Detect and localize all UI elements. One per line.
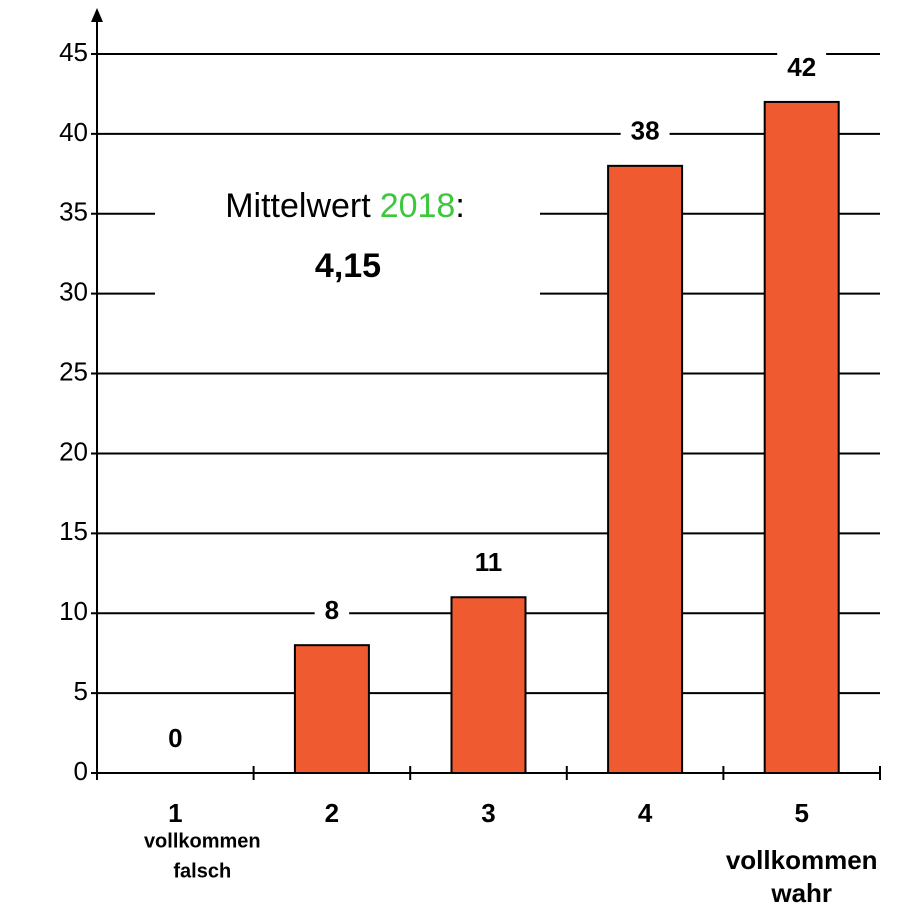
y-tick-label: 5	[74, 676, 88, 706]
value-label-background	[314, 595, 350, 626]
category-note: vollkommen	[726, 845, 878, 875]
annotation-text: Mittelwert 2018:	[225, 187, 465, 225]
value-label: 38	[631, 116, 660, 146]
category-note: wahr	[770, 878, 832, 908]
annotation-year: 2018	[380, 187, 456, 225]
y-tick-label: 25	[59, 356, 88, 386]
y-tick-label: 30	[59, 277, 88, 307]
category-note: vollkommen	[144, 830, 261, 852]
x-tick-label: 4	[638, 798, 653, 828]
value-label: 8	[325, 595, 339, 625]
value-label-background	[158, 722, 193, 753]
annotation-colon: :	[455, 187, 464, 225]
bar	[293, 644, 370, 775]
annotation-value: 4,15	[315, 247, 381, 285]
y-tick-label: 10	[59, 596, 88, 626]
value-label-background	[620, 115, 670, 146]
y-tick-label: 0	[74, 756, 88, 786]
annotation-label: Mittelwert	[225, 187, 371, 225]
y-axis-arrow	[91, 8, 103, 22]
y-tick-label: 20	[59, 436, 88, 466]
value-label: 0	[168, 723, 182, 753]
value-label-background	[464, 547, 513, 578]
annotation-background	[155, 178, 540, 296]
bar	[450, 596, 527, 774]
y-tick-label: 15	[59, 516, 88, 546]
x-tick-label: 5	[794, 798, 808, 828]
x-tick-label: 3	[481, 798, 495, 828]
x-tick-label: 1	[168, 798, 182, 828]
value-label: 42	[787, 52, 816, 82]
category-note: falsch	[173, 860, 231, 882]
value-label: 11	[475, 547, 503, 577]
y-tick-label: 40	[59, 117, 88, 147]
bar	[607, 164, 684, 775]
y-tick-label: 35	[59, 197, 88, 227]
y-tick-label: 45	[59, 37, 88, 67]
bar	[763, 100, 840, 774]
value-label-background	[777, 51, 827, 82]
x-tick-label: 2	[325, 798, 339, 828]
